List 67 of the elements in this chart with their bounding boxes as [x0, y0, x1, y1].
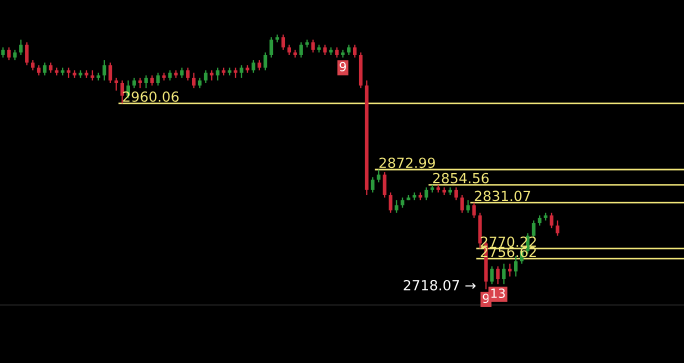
- candlestick: [216, 67, 220, 82]
- candlestick: [353, 44, 357, 58]
- candlestick: [102, 59, 106, 82]
- candlestick: [424, 186, 428, 201]
- candlestick: [19, 39, 23, 56]
- candlestick: [394, 199, 398, 214]
- candlestick: [31, 59, 35, 71]
- candlestick: [376, 168, 380, 183]
- candlestick: [496, 266, 500, 285]
- candlestick: [1, 46, 5, 58]
- candlestick: [335, 46, 339, 58]
- candlestick: [192, 72, 196, 89]
- candlestick: [299, 42, 303, 58]
- candlestick: [508, 263, 512, 278]
- candlestick: [258, 59, 262, 71]
- candlestick: [66, 67, 70, 79]
- candlestick: [538, 214, 542, 226]
- candlestick: [240, 64, 244, 79]
- candlestick: [234, 67, 238, 79]
- candlestick: [198, 77, 202, 89]
- candlestick: [48, 62, 52, 74]
- annotation: 2872.99: [379, 158, 435, 168]
- candlestick: [132, 77, 136, 89]
- candlestick: [490, 266, 494, 285]
- candlestick: [204, 70, 208, 84]
- candlestick: [168, 70, 172, 82]
- candlestick: [502, 263, 506, 285]
- candlestick: [466, 199, 470, 214]
- candlestick: [186, 67, 190, 82]
- candlestick: [347, 44, 351, 56]
- candlestick: [25, 42, 29, 66]
- text: 13: [491, 288, 505, 298]
- candlestick: [388, 192, 392, 214]
- candlestick: [180, 67, 184, 79]
- candlestick: [460, 194, 464, 214]
- candlestick: [287, 44, 291, 56]
- candlestick: [210, 70, 214, 82]
- candlestick: [144, 74, 148, 89]
- candlestick: [311, 39, 315, 54]
- candlestick: [114, 77, 118, 92]
- candlestick: [138, 77, 142, 89]
- candlestick: [270, 36, 274, 58]
- candlestick: [150, 74, 154, 86]
- candlestick: [156, 72, 160, 86]
- candlestick: [454, 186, 458, 201]
- candlestick: [323, 44, 327, 56]
- candlestick: [108, 62, 112, 84]
- candlestick: [120, 80, 124, 104]
- text: 9: [340, 62, 346, 72]
- annotation: 2854.56: [433, 172, 489, 184]
- candlestick: [7, 46, 11, 61]
- candlestick: [550, 212, 554, 229]
- candlestick: [36, 64, 41, 76]
- candlestick: [281, 34, 286, 51]
- candlestick: [13, 49, 17, 61]
- annotation: 2831.07: [474, 190, 530, 202]
- candlestick: [42, 62, 47, 76]
- candlestick: [264, 52, 268, 71]
- candlestick: [252, 59, 256, 74]
- candlestick: [370, 176, 374, 194]
- annotation: 2960.06: [123, 91, 179, 102]
- annotation: 2718.07 →: [404, 280, 476, 290]
- candlestick: [556, 220, 560, 236]
- candlestick: [90, 70, 94, 82]
- candlestick: [382, 171, 386, 198]
- candlestick: [400, 196, 404, 208]
- candlestick: [472, 202, 476, 219]
